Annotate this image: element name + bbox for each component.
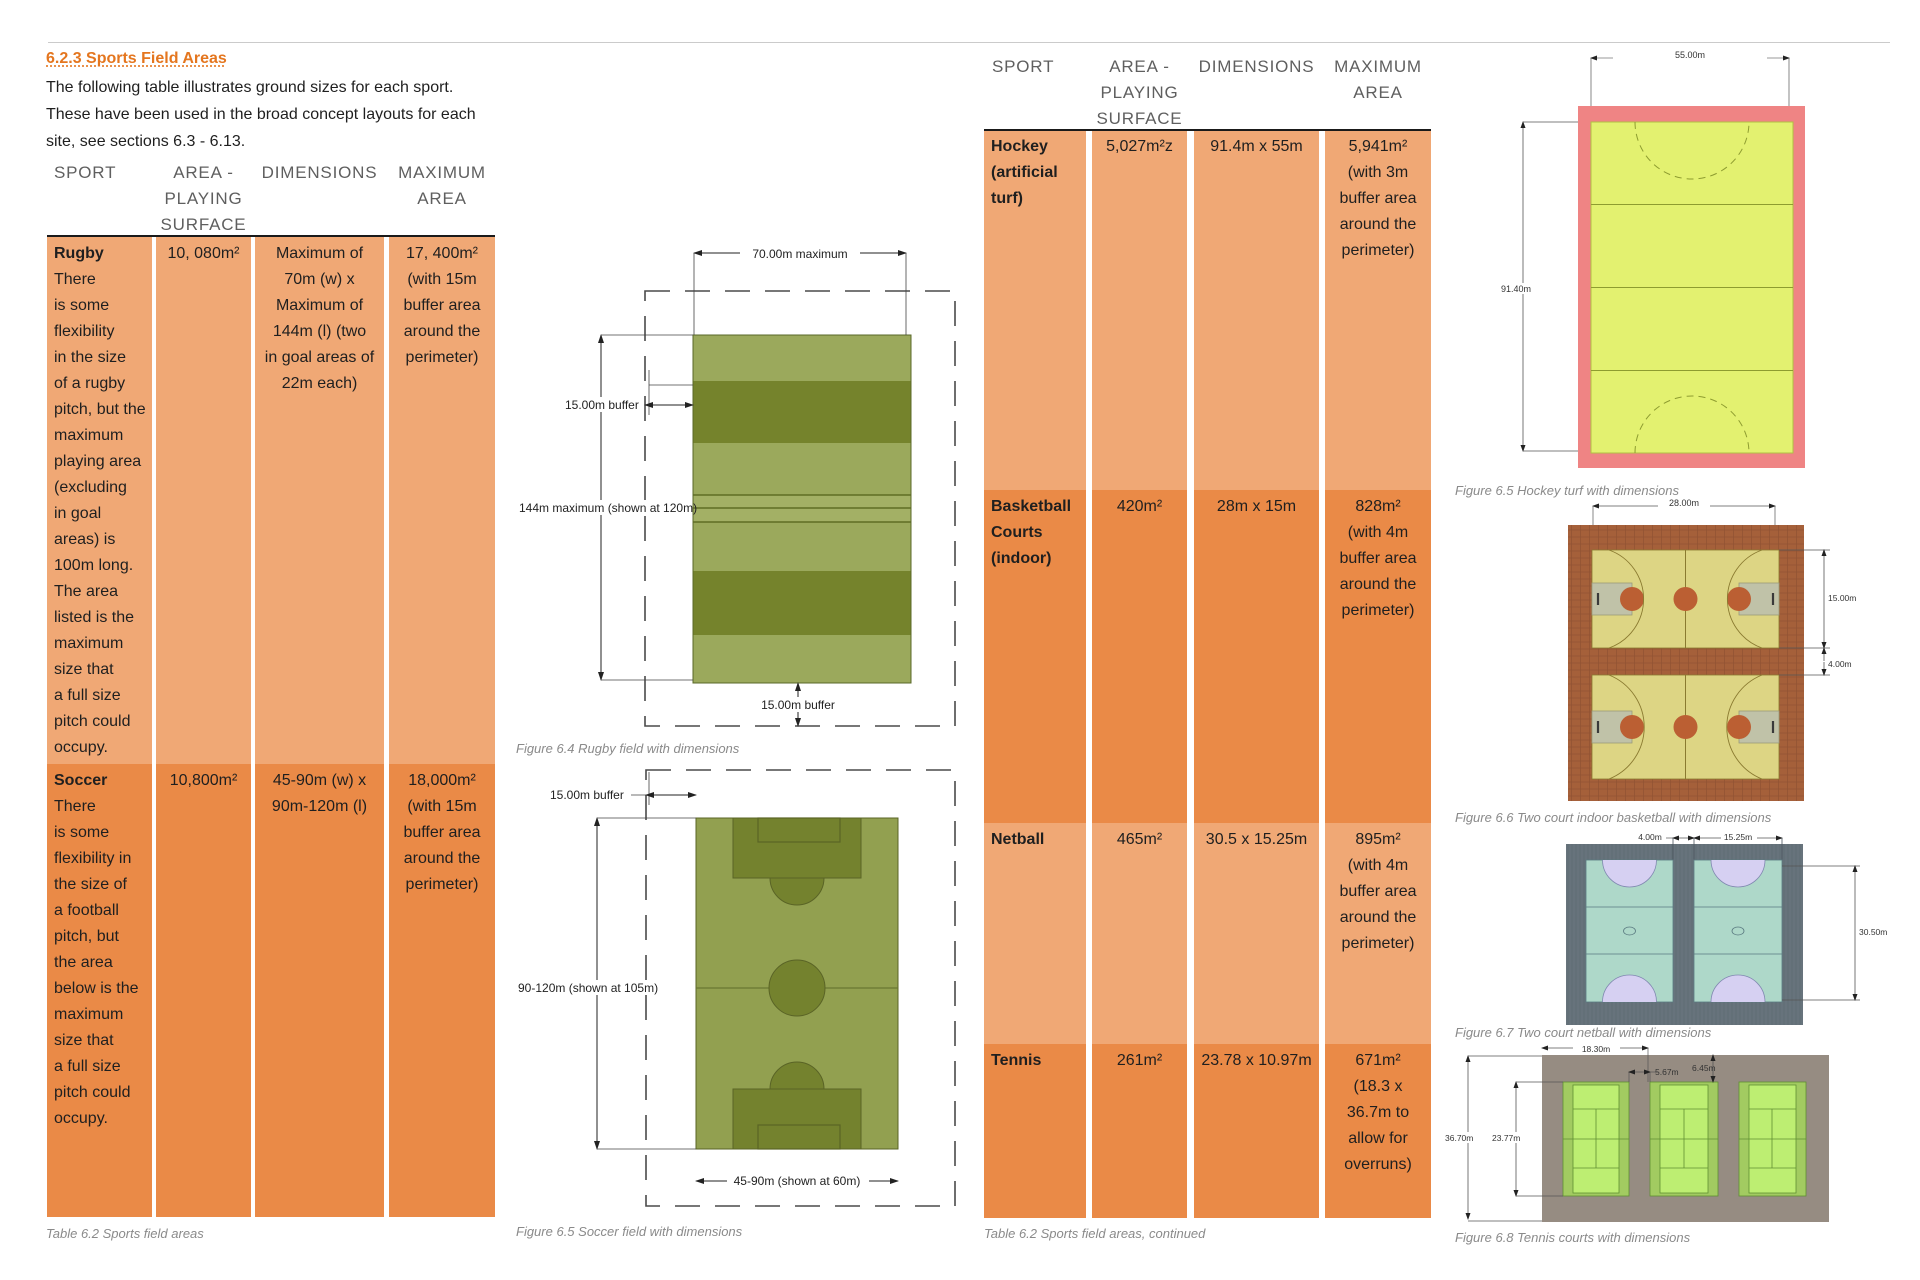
svg-text:15.00m: 15.00m bbox=[1828, 593, 1856, 603]
svg-text:15.25m: 15.25m bbox=[1724, 832, 1752, 842]
svg-text:91.40m: 91.40m bbox=[1501, 284, 1531, 294]
svg-text:70.00m maximum: 70.00m maximum bbox=[752, 247, 847, 261]
svg-text:23.77m: 23.77m bbox=[1492, 1133, 1520, 1143]
svg-text:45-90m (shown at 60m): 45-90m (shown at 60m) bbox=[734, 1174, 861, 1188]
svg-text:15.00m buffer: 15.00m buffer bbox=[565, 398, 639, 412]
svg-text:4.00m: 4.00m bbox=[1638, 832, 1662, 842]
svg-text:90-120m (shown at 105m): 90-120m (shown at 105m) bbox=[518, 981, 658, 995]
svg-text:4.00m: 4.00m bbox=[1828, 659, 1852, 669]
svg-text:30.50m: 30.50m bbox=[1859, 927, 1887, 937]
svg-text:18.30m: 18.30m bbox=[1582, 1044, 1610, 1054]
svg-text:36.70m: 36.70m bbox=[1445, 1133, 1473, 1143]
svg-text:5.67m: 5.67m bbox=[1655, 1067, 1679, 1077]
svg-text:15.00m buffer: 15.00m buffer bbox=[550, 788, 624, 802]
svg-text:144m maximum (shown at 120m): 144m maximum (shown at 120m) bbox=[519, 501, 697, 515]
svg-text:28.00m: 28.00m bbox=[1669, 498, 1699, 508]
svg-text:55.00m: 55.00m bbox=[1675, 50, 1705, 60]
svg-text:6.45m: 6.45m bbox=[1692, 1063, 1716, 1073]
svg-text:15.00m buffer: 15.00m buffer bbox=[761, 698, 835, 712]
